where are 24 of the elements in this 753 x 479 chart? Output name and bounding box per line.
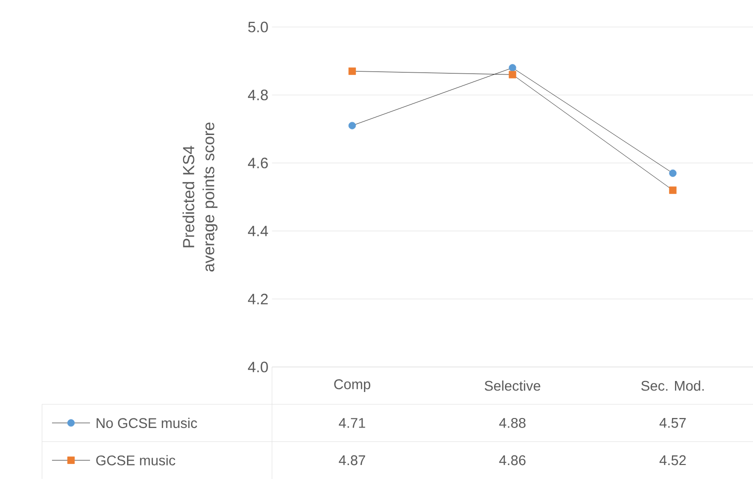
point — [348, 67, 356, 75]
legend-label: No GCSE music — [96, 418, 198, 428]
data-label: 4.86 — [499, 455, 526, 466]
data-label: 4.88 — [499, 418, 526, 428]
point — [669, 186, 677, 194]
point — [508, 64, 516, 72]
x-tick-label: Selective — [484, 380, 540, 391]
y-tick-label: 4.4 — [248, 226, 268, 236]
point — [669, 169, 677, 177]
x-tick-label: Sec. Mod. — [641, 380, 704, 391]
x-tick-label: Comp — [334, 379, 370, 392]
y-tick-label: 4.0 — [248, 362, 268, 372]
y-tick-label: 4.6 — [248, 158, 268, 168]
legend-label: GCSE music — [96, 455, 176, 466]
y-tick-label: 4.2 — [248, 294, 268, 304]
data-label: 4.52 — [660, 455, 686, 466]
data-label: 4.87 — [338, 455, 366, 466]
y-tick-label: 5.0 — [248, 22, 268, 32]
point — [508, 70, 516, 78]
y-axis-title: Predicted KS4 average points score — [182, 122, 218, 272]
y-tick-label: 4.8 — [248, 90, 268, 100]
data-label: 4.57 — [660, 418, 686, 428]
data-label: 4.71 — [338, 418, 366, 428]
point — [348, 122, 356, 130]
